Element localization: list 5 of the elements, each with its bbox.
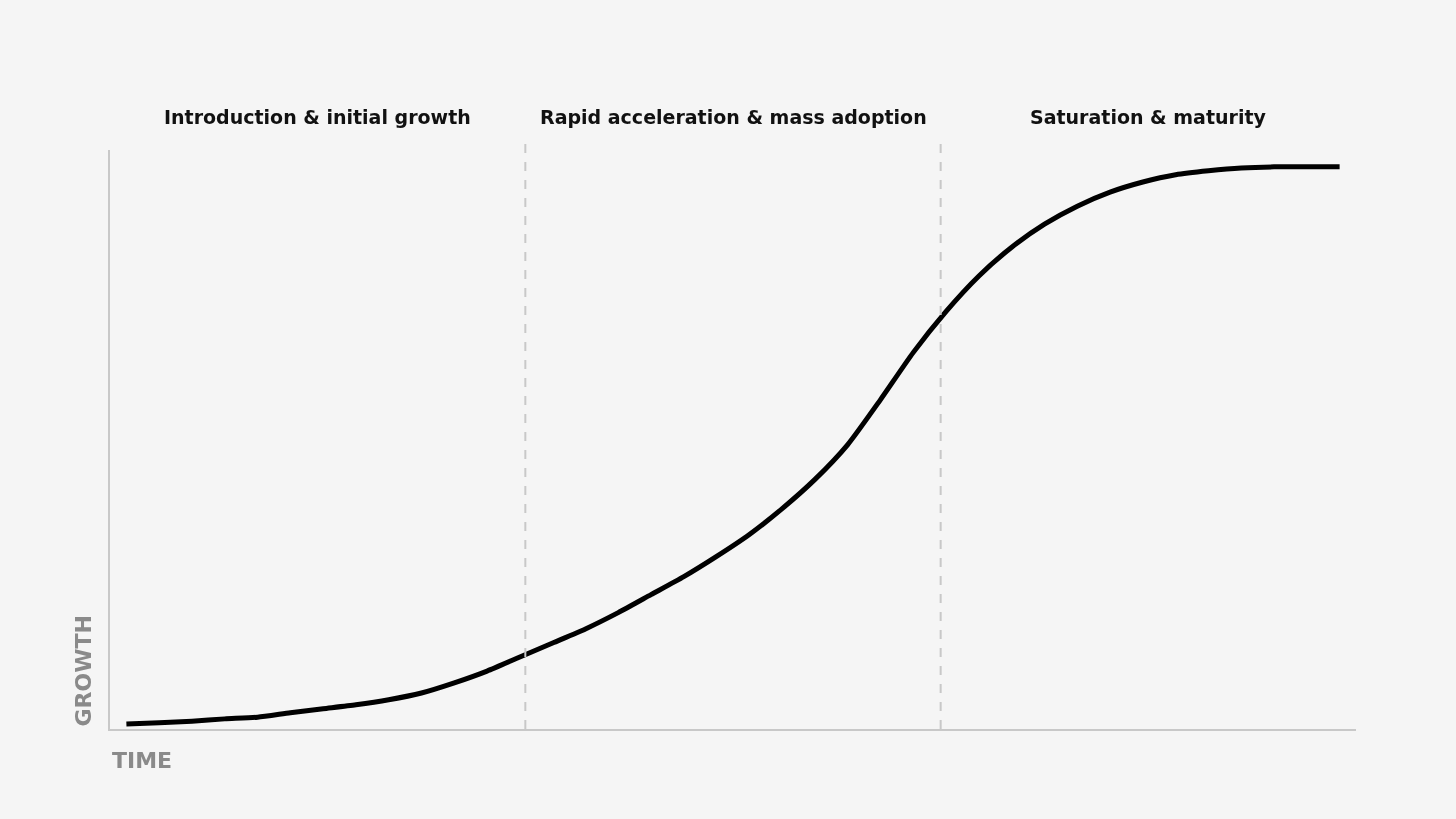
text: Introduction & initial growth bbox=[164, 106, 471, 128]
text: Rapid acceleration & mass adoption bbox=[540, 106, 927, 128]
y-axis-title: GROWTH bbox=[70, 615, 96, 727]
text: Saturation & maturity bbox=[1030, 106, 1267, 128]
x-axis-title: TIME bbox=[112, 748, 173, 773]
